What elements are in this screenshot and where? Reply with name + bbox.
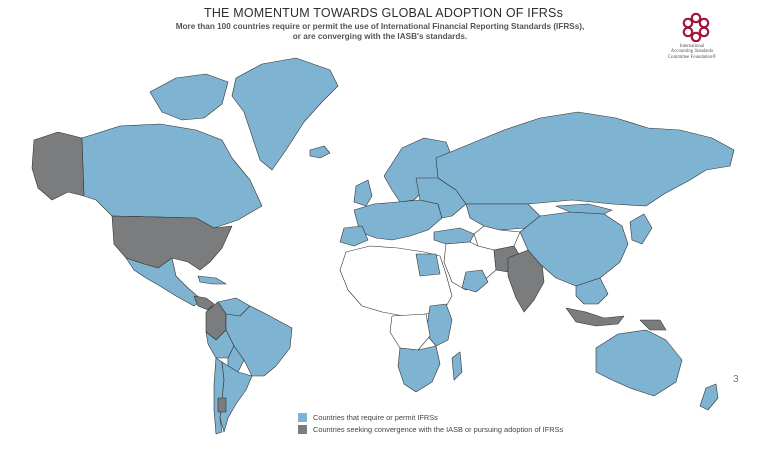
region-central-america-gray (193, 295, 215, 311)
region-gulf-states (461, 269, 489, 293)
subtitle-line-1: More than 100 countries require or permi… (175, 22, 585, 31)
region-russia (435, 111, 735, 207)
region-iberia (339, 225, 369, 247)
region-east-africa (425, 303, 453, 347)
iasc-foundation-logo-icon (682, 12, 710, 42)
region-iceland (309, 145, 331, 159)
region-turkey (433, 227, 475, 245)
region-southern-africa (397, 345, 441, 393)
region-madagascar (451, 351, 463, 381)
legend-label-converging: Countries seeking convergence with the I… (313, 424, 564, 434)
legend-label-ifrs: Countries that require or permit IFRSs (313, 412, 438, 422)
region-indonesia (565, 307, 625, 327)
logo-line-2: Accounting Standards (670, 49, 714, 55)
region-uk-ireland (353, 179, 373, 207)
legend-item-converging: Countries seeking convergence with the I… (298, 423, 563, 435)
logo-caption: International Accounting Standards Commi… (652, 44, 732, 60)
region-australia (595, 329, 683, 397)
page-subtitle: More than 100 countries require or permi… (150, 22, 610, 42)
region-mexico (125, 257, 203, 307)
region-central-africa (389, 313, 431, 351)
region-arctic-islands (149, 73, 229, 121)
legend-swatch-ifrs (298, 412, 307, 422)
logo-line-1: International (679, 44, 705, 49)
legend-swatch-converging (298, 424, 307, 434)
page-title: THE MOMENTUM TOWARDS GLOBAL ADOPTION OF … (203, 6, 564, 20)
region-korea-japan (629, 213, 653, 245)
region-caribbean (197, 275, 227, 285)
region-greenland (231, 57, 339, 171)
region-western-europe (353, 199, 443, 241)
region-argentina (219, 361, 253, 433)
subtitle-line-2: or are converging with the IASB's standa… (292, 32, 468, 41)
legend-item-ifrs: Countries that require or permit IFRSs (298, 411, 563, 423)
region-alaska (31, 131, 85, 201)
logo-line-3: Committee Foundation® (667, 54, 716, 60)
page-number: 3 (733, 374, 739, 385)
legend: Countries that require or permit IFRSs C… (298, 411, 563, 435)
region-new-zealand (699, 383, 719, 411)
region-egypt (415, 253, 441, 277)
region-southeast-asia (575, 277, 609, 305)
region-canada (81, 123, 263, 229)
region-png (639, 319, 667, 331)
region-argentina-gray (217, 397, 227, 413)
region-mongolia (555, 203, 613, 215)
